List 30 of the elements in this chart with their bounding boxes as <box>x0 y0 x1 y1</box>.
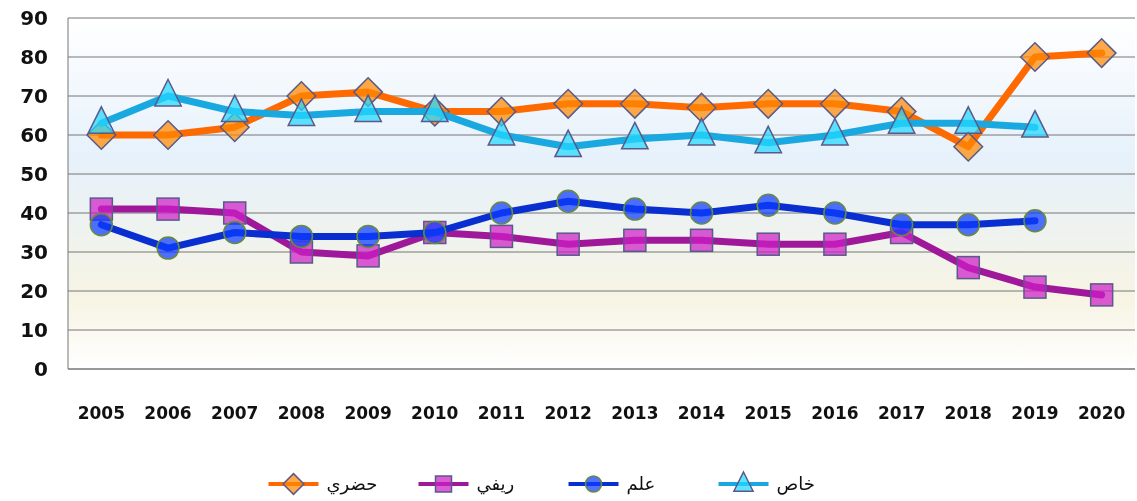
x-tick-label: 2018 <box>944 402 992 423</box>
y-tick-label: 90 <box>20 6 48 30</box>
legend-label: علم <box>626 473 656 496</box>
legend-label: حضري <box>326 473 378 496</box>
x-tick-label: 2020 <box>1077 402 1126 423</box>
y-tick-label: 20 <box>20 279 48 303</box>
x-tick-label: 2011 <box>477 402 526 423</box>
x-tick-label: 2012 <box>544 402 592 423</box>
x-tick-label: 2008 <box>277 402 326 423</box>
y-tick-label: 60 <box>20 123 48 147</box>
legend-label: خاص <box>776 473 815 496</box>
y-tick-label: 30 <box>20 240 48 264</box>
x-tick-label: 2019 <box>1011 402 1059 423</box>
x-tick-label: 2005 <box>77 402 126 423</box>
x-tick-label: 2017 <box>877 402 926 423</box>
x-tick-label: 2016 <box>811 402 859 423</box>
y-tick-label: 40 <box>20 201 48 225</box>
x-tick-label: 2009 <box>344 402 392 423</box>
x-tick-label: 2013 <box>611 402 659 423</box>
x-tick-label: 2015 <box>744 402 792 423</box>
legend-label: ريفي <box>476 473 515 496</box>
y-tick-label: 50 <box>20 162 48 186</box>
x-tick-label: 2007 <box>211 402 259 423</box>
y-tick-label: 70 <box>20 84 48 108</box>
x-tick-label: 2006 <box>144 402 192 423</box>
y-tick-label: 0 <box>34 357 48 381</box>
x-tick-label: 2014 <box>677 402 726 423</box>
x-tick-label: 2010 <box>411 402 459 423</box>
y-tick-label: 80 <box>20 45 48 69</box>
y-tick-label: 10 <box>20 318 48 342</box>
